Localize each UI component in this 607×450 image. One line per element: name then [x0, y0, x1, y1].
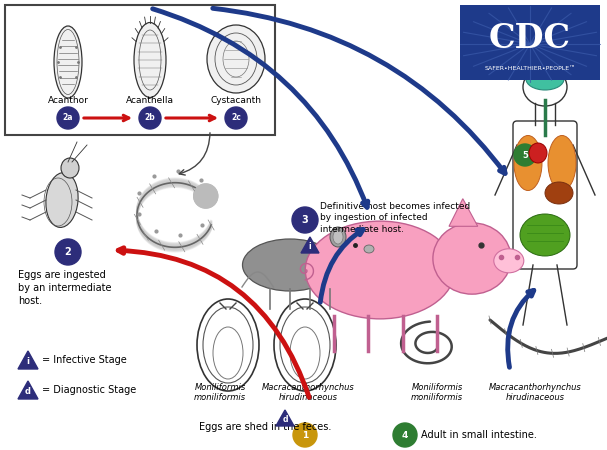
Circle shape [225, 107, 247, 129]
Ellipse shape [520, 214, 570, 256]
Text: d: d [282, 415, 288, 424]
Circle shape [55, 239, 81, 265]
Text: Macracanthorhynchus
hirudinaceous: Macracanthorhynchus hirudinaceous [262, 382, 354, 402]
Circle shape [139, 107, 161, 129]
Ellipse shape [243, 239, 337, 291]
Text: 4: 4 [402, 431, 408, 440]
Text: CDC: CDC [489, 22, 571, 55]
Ellipse shape [548, 135, 576, 190]
Circle shape [194, 184, 218, 208]
Ellipse shape [54, 26, 82, 98]
Ellipse shape [46, 172, 78, 227]
Polygon shape [301, 237, 319, 253]
Text: i: i [27, 357, 30, 366]
Text: i: i [309, 242, 311, 251]
Text: Moniliformis
moniliformis: Moniliformis moniliformis [194, 382, 246, 402]
Ellipse shape [333, 230, 343, 244]
Text: Definitive host becomes infected
by ingestion of infected
intermediate host.: Definitive host becomes infected by inge… [320, 202, 470, 234]
Text: Eggs are shed in the feces.: Eggs are shed in the feces. [199, 422, 331, 432]
Ellipse shape [305, 221, 455, 319]
Ellipse shape [364, 245, 374, 253]
Ellipse shape [433, 223, 511, 294]
Bar [460, 5, 600, 80]
Circle shape [293, 423, 317, 447]
Polygon shape [276, 410, 294, 426]
Text: d: d [25, 387, 31, 396]
Circle shape [194, 184, 218, 208]
Text: 2c: 2c [231, 113, 241, 122]
Bar [5, 5, 275, 135]
Text: 3: 3 [302, 215, 308, 225]
Ellipse shape [526, 68, 564, 90]
Circle shape [514, 144, 536, 166]
Ellipse shape [207, 25, 265, 93]
Text: Acanthella: Acanthella [126, 96, 174, 105]
Polygon shape [18, 351, 38, 369]
Ellipse shape [529, 143, 547, 163]
Circle shape [57, 107, 79, 129]
Text: Cystacanth: Cystacanth [211, 96, 262, 105]
Ellipse shape [327, 232, 369, 270]
Text: 2: 2 [64, 247, 72, 257]
Text: Adult in small intestine.: Adult in small intestine. [421, 430, 537, 440]
Polygon shape [449, 199, 478, 226]
Text: 1: 1 [302, 431, 308, 440]
Ellipse shape [545, 182, 573, 204]
Text: Macracanthorhynchus
hirudinaceous: Macracanthorhynchus hirudinaceous [489, 382, 582, 402]
Text: 2a: 2a [63, 113, 73, 122]
Circle shape [292, 207, 318, 233]
Circle shape [393, 423, 417, 447]
Text: Moniliformis
moniliformis: Moniliformis moniliformis [411, 382, 463, 402]
Text: 5: 5 [522, 150, 528, 159]
Text: = Infective Stage: = Infective Stage [42, 355, 127, 365]
Polygon shape [18, 381, 38, 399]
Text: SAFER•HEALTHIER•PEOPLE™: SAFER•HEALTHIER•PEOPLE™ [484, 66, 575, 71]
Ellipse shape [61, 158, 79, 178]
Text: Eggs are ingested
by an intermediate
host.: Eggs are ingested by an intermediate hos… [18, 270, 112, 306]
Text: 2b: 2b [144, 113, 155, 122]
Ellipse shape [514, 135, 542, 190]
Text: Acanthor: Acanthor [47, 96, 89, 105]
Ellipse shape [134, 22, 166, 98]
Ellipse shape [494, 249, 524, 273]
Ellipse shape [330, 227, 346, 247]
Text: = Diagnostic Stage: = Diagnostic Stage [42, 385, 136, 395]
